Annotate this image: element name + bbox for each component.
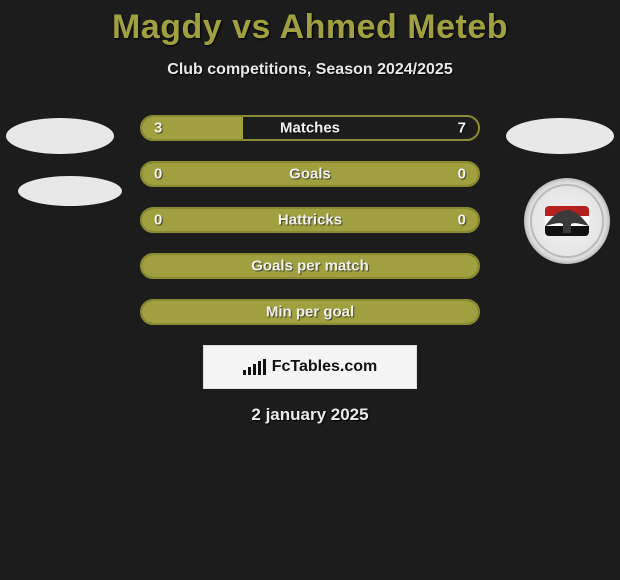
club-badge-right: [524, 178, 610, 264]
stat-value-left: 3: [154, 120, 162, 137]
player-left-ellipse-1: [6, 118, 114, 154]
stat-label: Min per goal: [266, 304, 354, 321]
stat-label: Matches: [280, 120, 340, 137]
fctables-text: FcTables.com: [272, 358, 378, 376]
stat-row: Min per goal: [140, 299, 480, 325]
stat-value-left: 0: [154, 212, 162, 229]
stat-value-right: 7: [458, 120, 466, 137]
stat-value-left: 0: [154, 166, 162, 183]
club-badge-flag: [545, 206, 589, 236]
fctables-bars-icon: [243, 359, 266, 375]
page-subtitle: Club competitions, Season 2024/2025: [0, 61, 620, 79]
stat-row: 3 7 Matches: [140, 115, 480, 141]
stat-label: Goals per match: [251, 258, 369, 275]
page-title: Magdy vs Ahmed Meteb: [0, 0, 620, 47]
stat-label: Goals: [289, 166, 331, 183]
generation-date: 2 january 2025: [0, 405, 620, 425]
stat-row: 0 0 Goals: [140, 161, 480, 187]
stat-row: 0 0 Hattricks: [140, 207, 480, 233]
stat-value-right: 0: [458, 212, 466, 229]
fctables-logo: FcTables.com: [203, 345, 417, 389]
player-left-ellipse-2: [18, 176, 122, 206]
stat-value-right: 0: [458, 166, 466, 183]
stat-row: Goals per match: [140, 253, 480, 279]
player-right-ellipse-1: [506, 118, 614, 154]
stat-label: Hattricks: [278, 212, 342, 229]
